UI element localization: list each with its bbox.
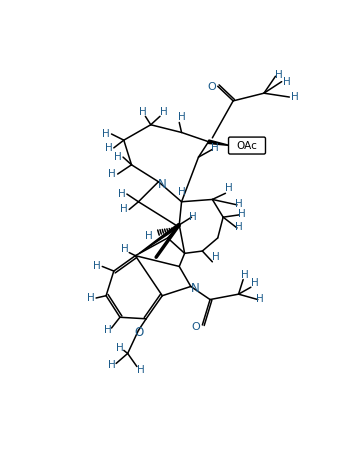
Text: O: O [207,82,216,92]
Text: H: H [139,107,147,117]
FancyBboxPatch shape [229,137,266,154]
Text: H: H [236,222,243,232]
Text: OAc: OAc [237,141,258,151]
Text: H: H [104,325,112,335]
Text: H: H [241,270,248,280]
Text: H: H [93,261,101,271]
Text: H: H [189,212,197,222]
Polygon shape [139,224,180,253]
Text: H: H [105,143,112,153]
Text: H: H [225,183,233,193]
Text: H: H [114,152,121,162]
Text: H: H [120,204,128,214]
Text: H: H [121,245,129,255]
Text: H: H [118,189,125,199]
Text: N: N [158,178,167,190]
Text: H: H [109,360,116,370]
Text: H: H [102,129,110,139]
Text: H: H [238,209,245,219]
Text: H: H [160,107,168,117]
Text: N: N [191,282,200,295]
Text: H: H [212,252,220,262]
Text: H: H [211,143,218,153]
Text: H: H [251,277,259,287]
Text: H: H [178,187,185,197]
Text: H: H [283,76,291,86]
Text: O: O [135,326,144,339]
Text: H: H [116,343,124,353]
Text: H: H [145,231,153,241]
Text: H: H [109,169,116,179]
Text: H: H [236,199,243,209]
Text: H: H [291,92,299,102]
Text: H: H [256,294,264,304]
Text: H: H [137,365,144,375]
Polygon shape [208,140,230,145]
Text: H: H [87,293,95,303]
Text: H: H [275,70,283,80]
Text: H: H [178,112,186,122]
Text: O: O [192,322,201,332]
